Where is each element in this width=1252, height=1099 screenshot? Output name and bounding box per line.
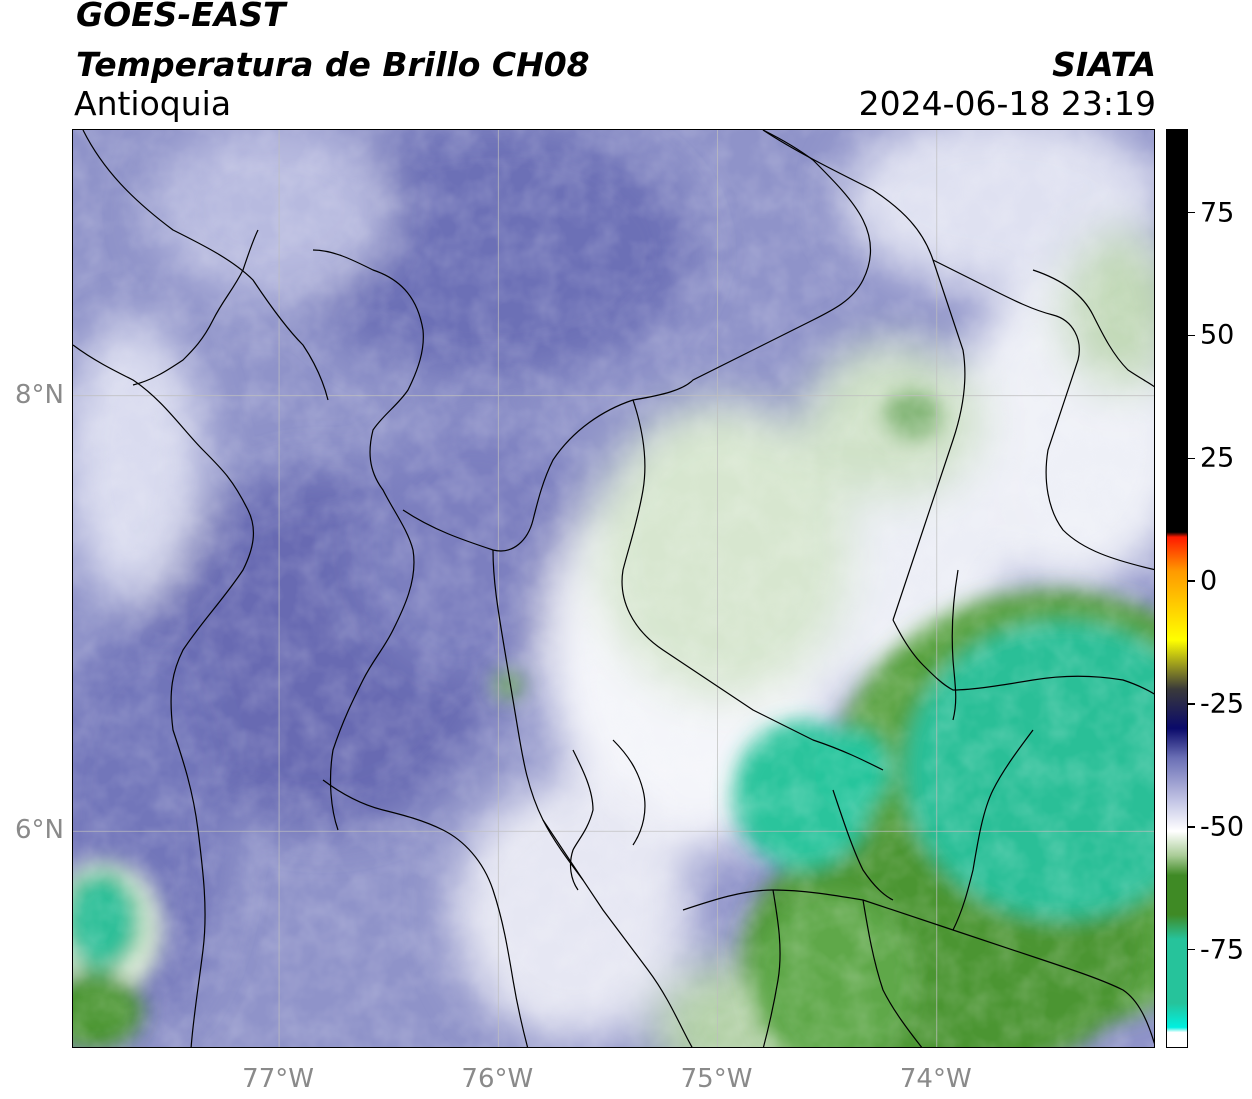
boundary-lines [73,130,1154,1047]
lat-label-6n: 6°N [15,815,64,846]
colorbar-tick [1188,457,1195,460]
temperature-field [73,130,1154,1047]
colorbar-label-minus-50: -50 [1200,811,1245,843]
datetime-label: 2024-06-18 23:19 [858,84,1156,123]
colorbar-label-75: 75 [1200,197,1235,229]
colorbar-label-minus-75: -75 [1200,934,1245,966]
lon-label-77w: 77°W [242,1064,314,1094]
product-title: Temperatura de Brillo CH08 [76,45,590,84]
brightness-temperature-map [73,130,1154,1047]
colorbar-tick [1188,334,1195,337]
lon-label-76w: 76°W [461,1064,534,1094]
colorbar-label-minus-25: -25 [1200,688,1245,720]
colorbar-label-50: 50 [1200,319,1235,351]
colorbar-tick [1188,211,1195,214]
colorbar-tick [1188,580,1195,582]
region-label: Antioquia [74,84,232,123]
colorbar [1166,129,1188,1048]
graticule [73,130,1154,1047]
lon-label-75w: 75°W [680,1064,753,1094]
colorbar-tick [1188,948,1195,951]
lat-label-8n: 8°N [15,379,64,410]
colorbar-label-0: 0 [1200,565,1218,597]
satellite-title: GOES-EAST [76,0,286,34]
colorbar-tick [1188,826,1195,828]
lon-label-74w: 74°W [899,1064,972,1094]
organization-label: SIATA [1052,45,1156,84]
colorbar-tick [1188,703,1195,705]
colorbar-label-25: 25 [1200,442,1235,474]
map-panel[interactable] [72,129,1155,1048]
